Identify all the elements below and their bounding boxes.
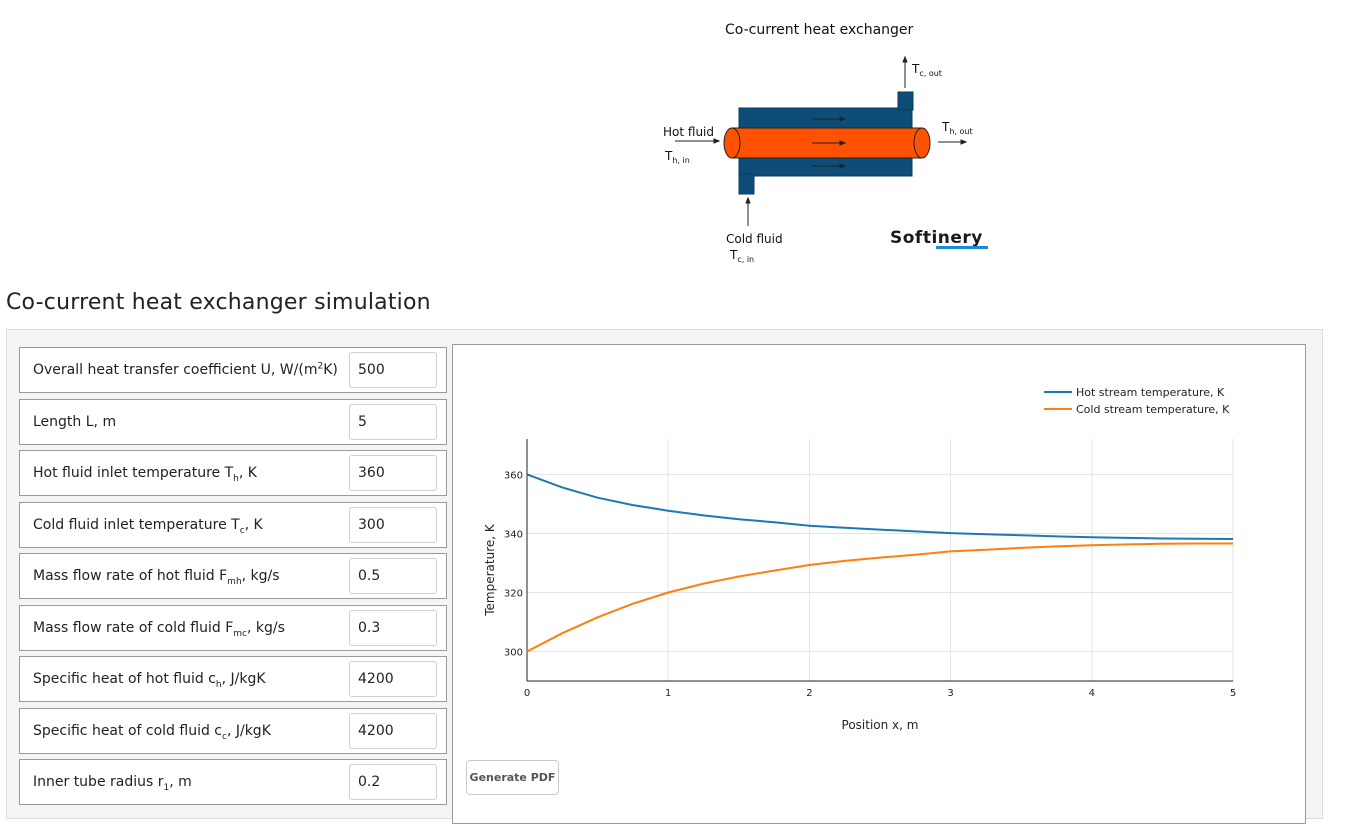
temperature-chart: 0 1 2 3 4 5 300 320 340 360 Position x, m Temperatu… bbox=[483, 386, 1236, 732]
tc-out-label: Tc, out bbox=[911, 62, 942, 78]
tc-in-label: Tc, in bbox=[729, 248, 754, 264]
param-input-hot-inlet-temperature[interactable] bbox=[349, 455, 437, 491]
cold-stream-line bbox=[526, 542, 1233, 653]
hot-fluid-label: Hot fluid bbox=[663, 125, 714, 139]
y-tick-label: 360 bbox=[504, 470, 523, 481]
th-out-label: Th, out bbox=[941, 120, 973, 136]
logo-underline bbox=[936, 246, 988, 249]
param-row-inner-tube-radius: Inner tube radius r1, m bbox=[19, 759, 447, 805]
param-row-hot-specific-heat: Specific heat of hot fluid ch, J/kgK bbox=[19, 656, 447, 702]
heat-exchanger-diagram: Co-current heat exchanger Hot fluid Th, … bbox=[640, 0, 1020, 275]
param-input-length[interactable] bbox=[349, 403, 437, 440]
param-row-cold-mass-flow: Mass flow rate of cold fluid Fmc, kg/s bbox=[19, 604, 447, 651]
param-label: Specific heat of hot fluid ch, J/kgK bbox=[33, 671, 266, 690]
cold-outlet-arrow bbox=[902, 55, 908, 88]
diagram-title: Co-current heat exchanger bbox=[725, 22, 914, 38]
param-label: Mass flow rate of cold fluid Fmc, kg/s bbox=[33, 619, 285, 639]
th-in-label: Th, in bbox=[664, 149, 690, 165]
hot-outlet-arrow bbox=[938, 139, 968, 145]
hot-stream-line bbox=[526, 473, 1234, 540]
softinery-logo: Softinery bbox=[890, 228, 983, 248]
x-tick-label: 2 bbox=[806, 688, 812, 699]
param-label: Inner tube radius r1, m bbox=[33, 774, 192, 793]
param-input-heat-transfer-coefficient[interactable] bbox=[349, 352, 437, 388]
page-title: Co-current heat exchanger simulation bbox=[6, 290, 431, 315]
param-label: Specific heat of cold fluid cc, J/kgK bbox=[33, 722, 271, 742]
x-tick-label: 3 bbox=[947, 688, 953, 699]
x-tick-label: 5 bbox=[1230, 688, 1236, 699]
param-label: Hot fluid inlet temperature Th, K bbox=[33, 465, 257, 484]
cold-inlet-arrow bbox=[745, 196, 751, 226]
param-input-cold-specific-heat[interactable] bbox=[349, 712, 437, 749]
param-row-cold-specific-heat: Specific heat of cold fluid cc, J/kgK bbox=[19, 707, 447, 754]
x-tick-label: 0 bbox=[524, 688, 530, 699]
param-label: Overall heat transfer coefficient U, W/(… bbox=[33, 361, 338, 378]
chart-container: 0 1 2 3 4 5 300 320 340 360 Position x, m Temperatu… bbox=[452, 344, 1306, 824]
param-row-hot-inlet-temperature: Hot fluid inlet temperature Th, K bbox=[19, 450, 447, 496]
param-row-heat-transfer-coefficient: Overall heat transfer coefficient U, W/(… bbox=[19, 347, 447, 393]
x-axis-title: Position x, m bbox=[842, 718, 919, 732]
legend-label: Hot stream temperature, K bbox=[1076, 386, 1225, 399]
param-input-hot-specific-heat[interactable] bbox=[349, 661, 437, 697]
hot-inlet-arrow bbox=[675, 138, 721, 144]
x-tick-label: 1 bbox=[665, 688, 671, 699]
param-input-hot-mass-flow[interactable] bbox=[349, 558, 437, 594]
simulation-panel: Overall heat transfer coefficient U, W/(… bbox=[6, 329, 1323, 824]
param-label: Length L, m bbox=[33, 413, 117, 430]
y-tick-label: 340 bbox=[504, 529, 523, 540]
y-tick-label: 300 bbox=[504, 647, 523, 658]
cold-fluid-label: Cold fluid bbox=[726, 232, 783, 246]
param-input-cold-mass-flow[interactable] bbox=[349, 609, 437, 646]
generate-pdf-button[interactable]: Generate PDF bbox=[466, 760, 559, 795]
param-input-cold-inlet-temperature[interactable] bbox=[349, 506, 437, 543]
legend-label: Cold stream temperature, K bbox=[1076, 403, 1230, 416]
param-label: Cold fluid inlet temperature Tc, K bbox=[33, 516, 263, 536]
flow-arrows bbox=[812, 116, 847, 169]
y-axis-title: Temperature, K bbox=[483, 523, 497, 617]
shell-outlet-nozzle bbox=[897, 91, 914, 111]
inner-tube-inlet-end bbox=[723, 127, 741, 159]
param-row-length: Length L, m bbox=[19, 398, 447, 445]
param-row-cold-inlet-temperature: Cold fluid inlet temperature Tc, K bbox=[19, 501, 447, 548]
y-tick-label: 320 bbox=[504, 588, 523, 599]
shell-inlet-nozzle bbox=[738, 173, 755, 195]
param-label: Mass flow rate of hot fluid Fmh, kg/s bbox=[33, 568, 280, 587]
x-tick-label: 4 bbox=[1089, 688, 1095, 699]
param-input-inner-tube-radius[interactable] bbox=[349, 764, 437, 800]
inner-tube-outlet-end bbox=[913, 127, 931, 159]
param-row-hot-mass-flow: Mass flow rate of hot fluid Fmh, kg/s bbox=[19, 553, 447, 599]
